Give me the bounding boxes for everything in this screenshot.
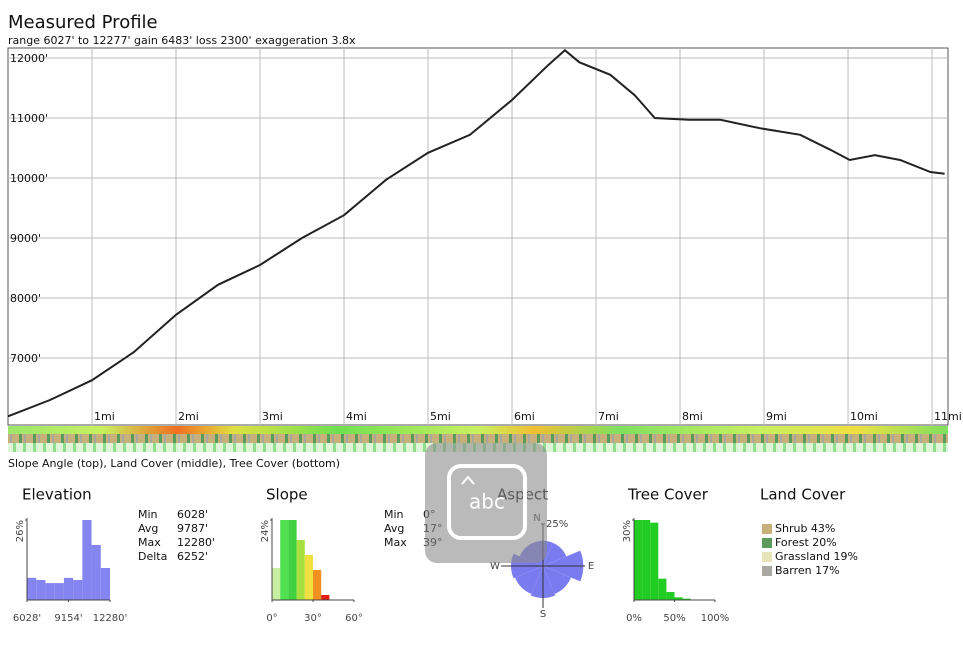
stat-label: Delta <box>138 550 167 563</box>
stat-value: 6252' <box>177 550 208 563</box>
x-tick-label: 10mi <box>850 410 878 423</box>
direction-label: W <box>490 561 500 572</box>
legend-swatch <box>762 552 772 562</box>
y-tick-label: 12000' <box>10 52 48 65</box>
overlay-caret <box>461 475 475 485</box>
legend-swatch <box>762 566 772 576</box>
x-tick-label: 9154' <box>54 613 82 624</box>
hist-bar <box>666 592 675 600</box>
panel-title: Tree Cover <box>627 486 709 504</box>
hist-bar <box>650 522 659 600</box>
rose-petal <box>543 542 567 566</box>
y-tick-label: 9000' <box>10 232 41 245</box>
stat-value: 6028' <box>177 508 208 521</box>
hist-bar <box>658 578 667 600</box>
stat-label: Min <box>138 508 158 521</box>
rose-petal <box>543 566 571 594</box>
profile-line <box>7 48 945 418</box>
hist-bar <box>634 520 643 600</box>
stat-value: 12280' <box>177 536 215 549</box>
hist-bar <box>674 597 683 600</box>
x-tick-label: 6mi <box>514 410 535 423</box>
hist-bar <box>296 540 305 600</box>
x-tick-label: 2mi <box>178 410 199 423</box>
stat-label: Avg <box>384 522 404 535</box>
y-tick-label: 10000' <box>10 172 48 185</box>
direction-label: S <box>540 609 546 620</box>
hist-bar <box>280 520 289 600</box>
legend-label: Grassland 19% <box>775 550 858 563</box>
hist-bar <box>27 577 37 600</box>
hist-bar <box>642 520 651 600</box>
hist-bar <box>63 577 74 600</box>
x-tick-label: 8mi <box>682 410 703 423</box>
overlay-background <box>425 443 547 563</box>
x-tick-label: 1mi <box>94 410 115 423</box>
x-tick-label: 12280' <box>93 613 128 624</box>
x-tick-label: 4mi <box>346 410 367 423</box>
hist-bar <box>288 520 297 600</box>
panel-title: Slope <box>266 486 308 504</box>
legend-swatch <box>762 538 772 548</box>
y-tick-label: 30% <box>622 520 633 542</box>
stat-label: Min <box>384 508 404 521</box>
rose-petal <box>515 566 543 594</box>
y-tick-label: 7000' <box>10 352 41 365</box>
hist-bar <box>304 555 313 600</box>
plot-area <box>7 47 949 426</box>
panel-title: Land Cover <box>760 486 846 504</box>
stat-label: Avg <box>138 522 158 535</box>
y-tick-label: 26% <box>15 520 26 542</box>
hist-bar <box>321 595 330 600</box>
x-tick-label: 60° <box>345 613 363 624</box>
y-tick-label: 8000' <box>10 292 41 305</box>
x-tick-label: 3mi <box>262 410 283 423</box>
slope-strip <box>8 426 948 434</box>
stat-value: 9787' <box>177 522 208 535</box>
legend-label: Forest 20% <box>775 536 837 549</box>
chart-subtitle: range 6027' to 12277' gain 6483' loss 23… <box>8 34 356 47</box>
legend-swatch <box>762 524 772 534</box>
legend-label: Shrub 43% <box>775 522 835 535</box>
hist-bar <box>100 568 110 600</box>
y-tick-label: 11000' <box>10 112 48 125</box>
overlay-popup: abc <box>425 443 547 563</box>
x-tick-label: 11mi <box>934 410 962 423</box>
hist-bar <box>313 570 322 600</box>
legend-label: Barren 17% <box>775 564 840 577</box>
x-tick-label: 0° <box>266 613 277 624</box>
hist-bar <box>73 580 83 600</box>
x-tick-label: 0% <box>626 613 642 624</box>
hist-bar <box>54 583 64 600</box>
strip-caption: Slope Angle (top), Land Cover (middle), … <box>8 457 340 470</box>
r-tick-label: 25% <box>546 519 568 530</box>
hist-bar <box>45 583 55 600</box>
x-tick-label: 6028' <box>13 613 41 624</box>
x-tick-label: 5mi <box>430 410 451 423</box>
x-tick-label: 100% <box>701 613 730 624</box>
hist-bar <box>682 598 691 600</box>
hist-bar <box>82 520 92 600</box>
hist-bar <box>91 544 101 600</box>
x-tick-label: 9mi <box>766 410 787 423</box>
stat-label: Max <box>138 536 161 549</box>
land-strip <box>8 434 948 443</box>
chart-title: Measured Profile <box>8 12 158 33</box>
panel-title: Elevation <box>22 486 92 504</box>
y-tick-label: 24% <box>260 520 271 542</box>
overlay-icon-text: abc <box>469 490 505 514</box>
x-tick-label: 50% <box>663 613 685 624</box>
hist-bar <box>272 568 281 600</box>
overlay-icon <box>447 464 527 540</box>
hist-bar <box>36 580 46 600</box>
x-tick-label: 7mi <box>598 410 619 423</box>
x-tick-label: 30° <box>304 613 322 624</box>
stat-label: Max <box>384 536 407 549</box>
direction-label: E <box>588 561 594 572</box>
